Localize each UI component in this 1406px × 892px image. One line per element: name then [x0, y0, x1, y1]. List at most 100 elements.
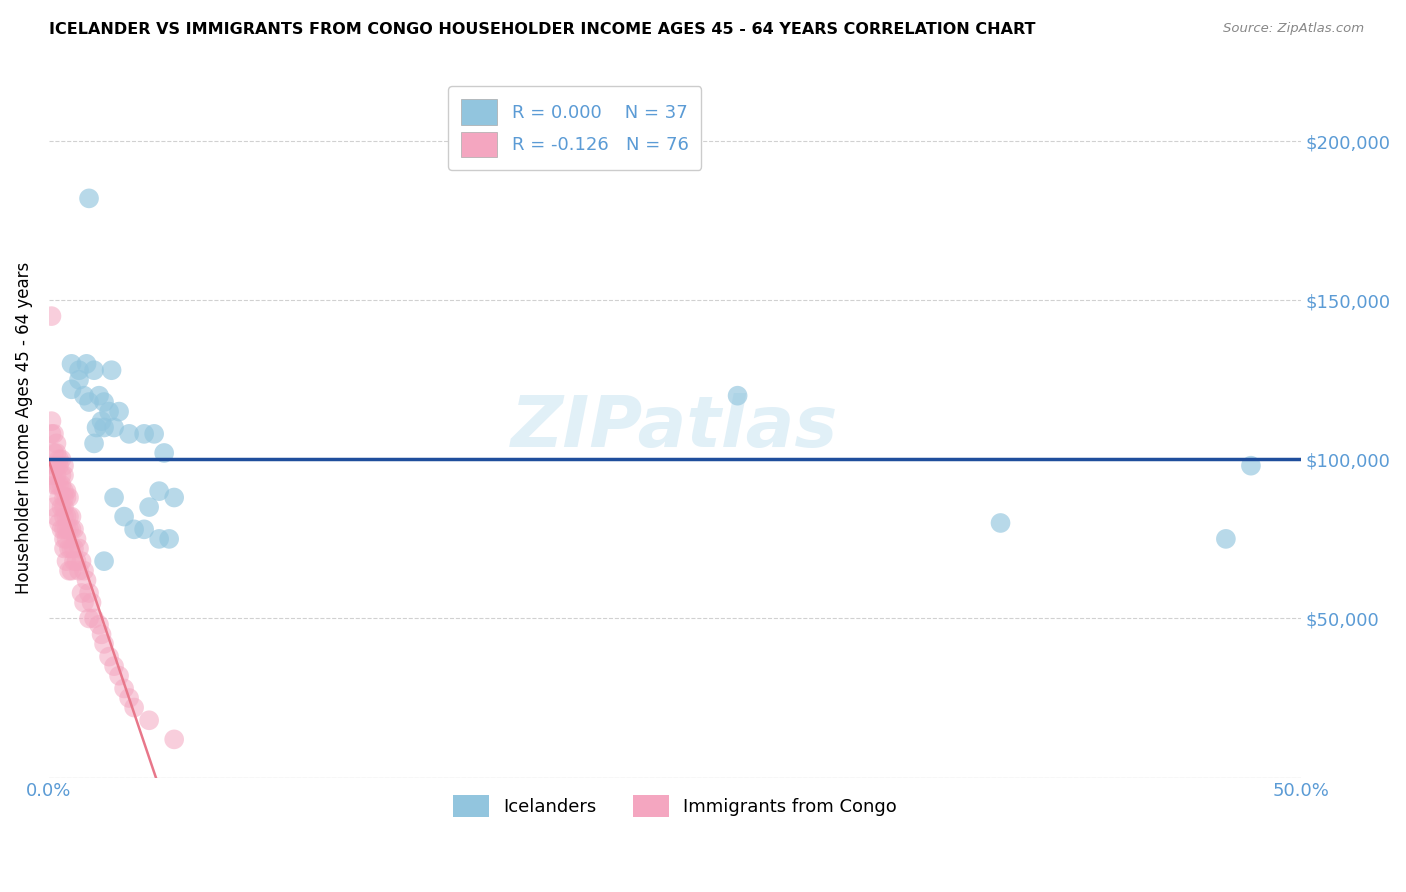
Point	[58, 522, 80, 536]
Point	[1215, 532, 1237, 546]
Legend: Icelanders, Immigrants from Congo: Icelanders, Immigrants from Congo	[446, 788, 904, 824]
Point	[1240, 458, 1263, 473]
Point	[42, 500, 65, 514]
Point	[45, 458, 67, 473]
Point	[60, 357, 83, 371]
Point	[86, 420, 108, 434]
Point	[98, 404, 121, 418]
Point	[60, 564, 83, 578]
Point	[48, 516, 70, 530]
Point	[51, 468, 73, 483]
Point	[138, 500, 160, 514]
Point	[153, 446, 176, 460]
Point	[58, 509, 80, 524]
Text: ZIPatlas: ZIPatlas	[512, 393, 839, 462]
Point	[70, 586, 93, 600]
Point	[134, 522, 156, 536]
Point	[87, 617, 110, 632]
Point	[42, 426, 65, 441]
Point	[70, 554, 93, 568]
Point	[103, 659, 125, 673]
Point	[53, 522, 76, 536]
Point	[45, 509, 67, 524]
Point	[90, 414, 112, 428]
Point	[58, 564, 80, 578]
Point	[77, 611, 100, 625]
Point	[53, 491, 76, 505]
Point	[67, 564, 90, 578]
Point	[45, 468, 67, 483]
Point	[98, 649, 121, 664]
Point	[41, 426, 63, 441]
Point	[41, 414, 63, 428]
Point	[67, 363, 90, 377]
Point	[53, 484, 76, 499]
Point	[100, 363, 122, 377]
Point	[53, 509, 76, 524]
Point	[93, 420, 115, 434]
Point	[73, 595, 96, 609]
Point	[60, 382, 83, 396]
Point	[58, 491, 80, 505]
Point	[51, 522, 73, 536]
Point	[65, 554, 87, 568]
Point	[83, 363, 105, 377]
Point	[48, 491, 70, 505]
Y-axis label: Householder Income Ages 45 - 64 years: Householder Income Ages 45 - 64 years	[15, 261, 32, 593]
Point	[727, 389, 749, 403]
Point	[148, 532, 170, 546]
Point	[83, 436, 105, 450]
Point	[77, 586, 100, 600]
Point	[63, 541, 86, 556]
Point	[53, 458, 76, 473]
Point	[93, 395, 115, 409]
Point	[73, 389, 96, 403]
Point	[93, 554, 115, 568]
Point	[134, 426, 156, 441]
Point	[148, 484, 170, 499]
Point	[65, 532, 87, 546]
Point	[77, 395, 100, 409]
Point	[990, 516, 1012, 530]
Point	[67, 373, 90, 387]
Point	[41, 468, 63, 483]
Point	[76, 574, 98, 588]
Point	[42, 446, 65, 460]
Text: ICELANDER VS IMMIGRANTS FROM CONGO HOUSEHOLDER INCOME AGES 45 - 64 YEARS CORRELA: ICELANDER VS IMMIGRANTS FROM CONGO HOUSE…	[49, 22, 1036, 37]
Point	[51, 477, 73, 491]
Point	[73, 564, 96, 578]
Point	[112, 681, 135, 696]
Point	[118, 426, 141, 441]
Point	[48, 452, 70, 467]
Point	[53, 468, 76, 483]
Point	[60, 509, 83, 524]
Text: Source: ZipAtlas.com: Source: ZipAtlas.com	[1223, 22, 1364, 36]
Point	[63, 522, 86, 536]
Point	[55, 509, 77, 524]
Point	[80, 595, 103, 609]
Point	[41, 309, 63, 323]
Point	[63, 554, 86, 568]
Point	[122, 522, 145, 536]
Point	[108, 404, 131, 418]
Point	[103, 491, 125, 505]
Point	[55, 491, 77, 505]
Point	[58, 541, 80, 556]
Point	[108, 669, 131, 683]
Point	[42, 458, 65, 473]
Point	[45, 436, 67, 450]
Point	[157, 532, 180, 546]
Point	[55, 532, 77, 546]
Point	[122, 700, 145, 714]
Point	[53, 541, 76, 556]
Point	[103, 420, 125, 434]
Point	[143, 426, 166, 441]
Point	[48, 477, 70, 491]
Point	[112, 509, 135, 524]
Point	[67, 541, 90, 556]
Point	[45, 446, 67, 460]
Point	[42, 477, 65, 491]
Point	[83, 611, 105, 625]
Point	[90, 627, 112, 641]
Point	[60, 541, 83, 556]
